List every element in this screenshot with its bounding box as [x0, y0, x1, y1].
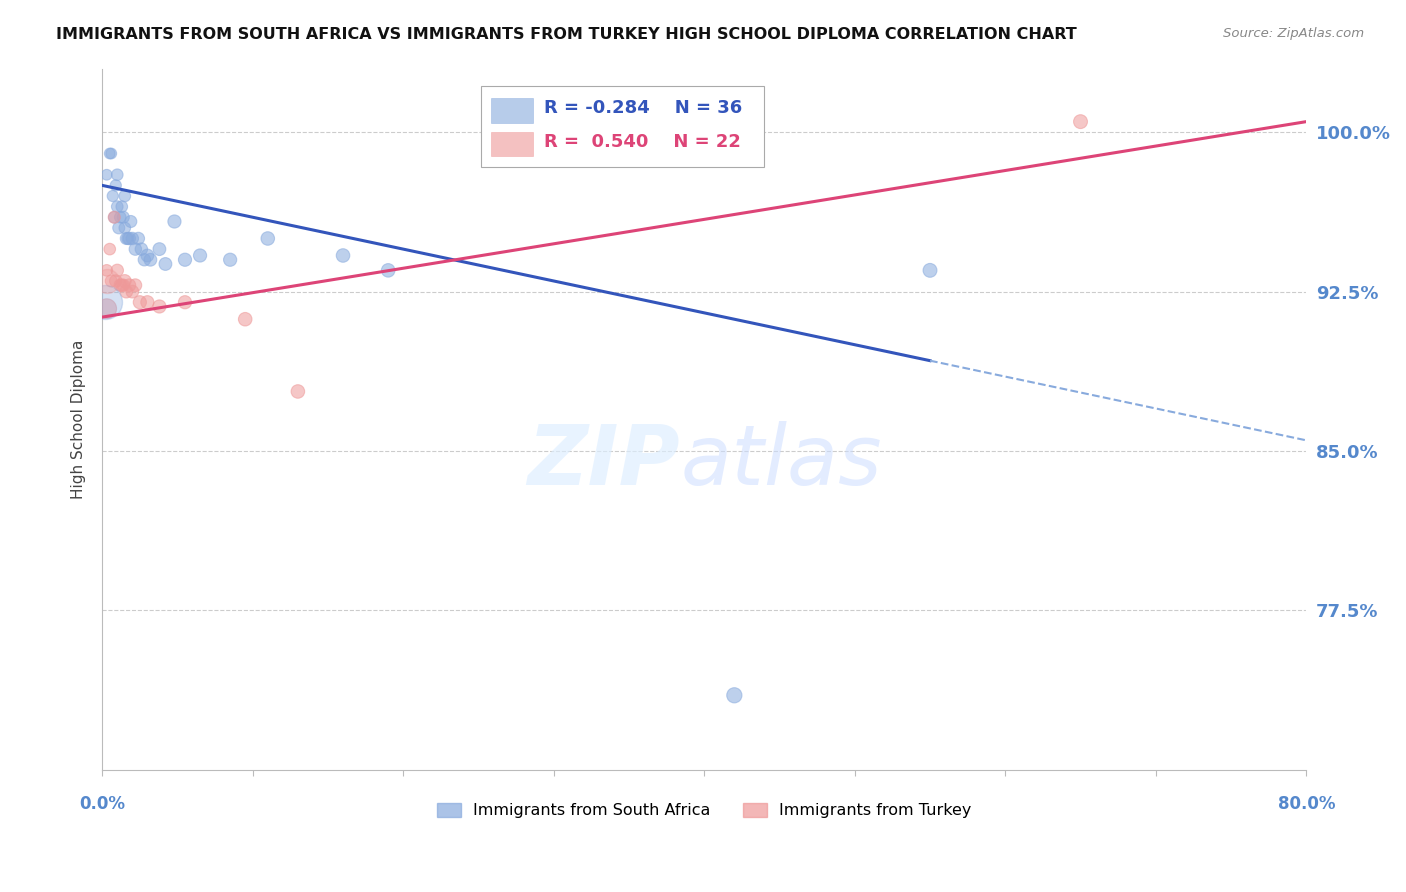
Point	[918, 263, 941, 277]
Point	[104, 178, 127, 193]
FancyBboxPatch shape	[481, 86, 765, 167]
Point	[105, 263, 128, 277]
Point	[233, 312, 256, 326]
Point	[332, 248, 354, 262]
Point	[111, 278, 134, 293]
Point	[96, 301, 118, 316]
Point	[105, 168, 128, 182]
Point	[131, 242, 153, 256]
Point	[121, 231, 143, 245]
Point	[112, 211, 135, 225]
Text: 0.0%: 0.0%	[79, 795, 125, 814]
Point	[121, 285, 143, 299]
Point	[134, 252, 156, 267]
Point	[155, 257, 177, 271]
FancyBboxPatch shape	[491, 132, 533, 156]
Text: atlas: atlas	[681, 421, 882, 501]
Point	[94, 295, 117, 310]
Point	[114, 274, 136, 288]
Text: IMMIGRANTS FROM SOUTH AFRICA VS IMMIGRANTS FROM TURKEY HIGH SCHOOL DIPLOMA CORRE: IMMIGRANTS FROM SOUTH AFRICA VS IMMIGRAN…	[56, 27, 1077, 42]
Point	[110, 278, 132, 293]
Point	[136, 295, 159, 310]
Point	[128, 295, 150, 310]
Point	[1070, 114, 1092, 128]
Point	[98, 242, 121, 256]
Legend: Immigrants from South Africa, Immigrants from Turkey: Immigrants from South Africa, Immigrants…	[430, 797, 979, 825]
Point	[96, 263, 118, 277]
Point	[111, 200, 134, 214]
Point	[148, 242, 170, 256]
Point	[112, 278, 135, 293]
Point	[114, 189, 136, 203]
Point	[124, 278, 146, 293]
Point	[101, 189, 124, 203]
Point	[136, 248, 159, 262]
Point	[148, 300, 170, 314]
Point	[188, 248, 211, 262]
Point	[287, 384, 309, 399]
Point	[139, 252, 162, 267]
Point	[723, 688, 745, 702]
Point	[118, 231, 141, 245]
Point	[256, 231, 278, 245]
Point	[104, 274, 127, 288]
Point	[117, 231, 139, 245]
Point	[96, 274, 118, 288]
Point	[115, 285, 138, 299]
Y-axis label: High School Diploma: High School Diploma	[72, 339, 86, 499]
Point	[124, 242, 146, 256]
Point	[98, 146, 121, 161]
Point	[174, 252, 197, 267]
Point	[103, 211, 125, 225]
Point	[127, 231, 149, 245]
Point	[100, 274, 122, 288]
Point	[115, 231, 138, 245]
Point	[219, 252, 242, 267]
Point	[163, 214, 186, 228]
Text: Source: ZipAtlas.com: Source: ZipAtlas.com	[1223, 27, 1364, 40]
Point	[103, 211, 125, 225]
Point	[96, 168, 118, 182]
FancyBboxPatch shape	[491, 98, 533, 122]
Point	[120, 214, 142, 228]
Point	[107, 220, 129, 235]
Point	[174, 295, 197, 310]
Point	[118, 278, 141, 293]
Text: 80.0%: 80.0%	[1278, 795, 1336, 814]
Text: ZIP: ZIP	[527, 421, 681, 501]
Text: R = -0.284    N = 36: R = -0.284 N = 36	[544, 100, 742, 118]
Point	[100, 146, 122, 161]
Point	[114, 220, 136, 235]
Text: R =  0.540    N = 22: R = 0.540 N = 22	[544, 133, 741, 151]
Point	[377, 263, 399, 277]
Point	[105, 200, 128, 214]
Point	[110, 211, 132, 225]
